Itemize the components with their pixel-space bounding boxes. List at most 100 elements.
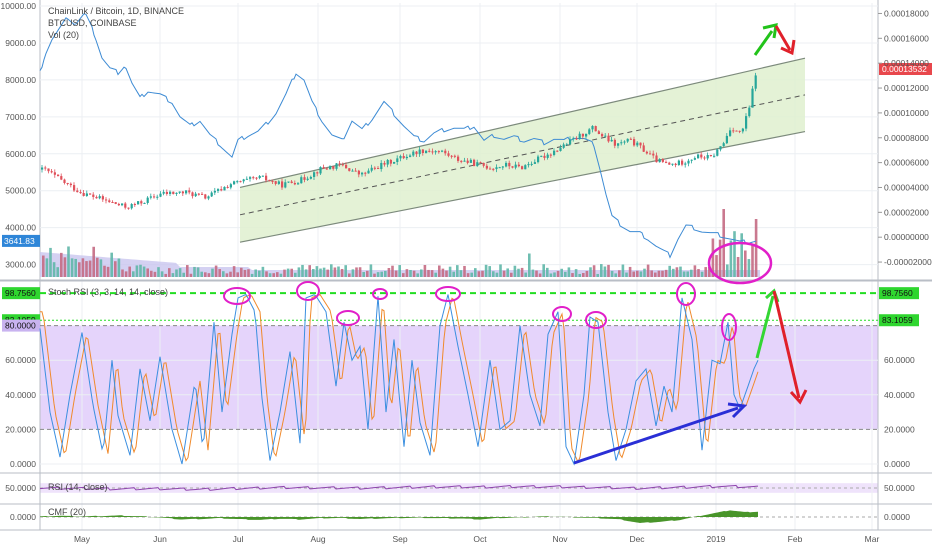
- volume-bar: [74, 258, 77, 277]
- volume-bar: [438, 265, 441, 277]
- x-axis-tick: Feb: [788, 534, 803, 544]
- candle-body: [450, 155, 453, 157]
- candle-body: [341, 164, 344, 166]
- candle-body: [748, 107, 751, 117]
- cmf-label: CMF (20): [48, 507, 86, 517]
- candle-body: [121, 203, 124, 206]
- stoch-left-tag: [2, 319, 40, 332]
- candle-body: [607, 135, 610, 142]
- volume-bar: [70, 258, 74, 277]
- volume-bar: [488, 266, 491, 277]
- stoch-left-tag-text: 98.7560: [5, 288, 36, 298]
- candle-body: [197, 193, 200, 195]
- candle-body: [220, 189, 223, 191]
- candle-body: [149, 196, 152, 198]
- candle-body: [713, 155, 716, 157]
- volume-bar: [448, 266, 452, 277]
- volume-bar: [452, 271, 455, 277]
- volume-bar: [279, 273, 283, 277]
- volume-bar: [466, 273, 470, 277]
- stoch-right-tick: 40.0000: [884, 390, 915, 400]
- candle-body: [722, 143, 725, 147]
- volume-bar: [643, 268, 646, 277]
- red-down-arrow-shaft: [774, 25, 792, 51]
- volume-bar: [92, 246, 95, 277]
- rsi-line: [39, 484, 759, 491]
- volume-bar: [535, 270, 538, 277]
- candle-body: [447, 153, 450, 156]
- volume-bar: [49, 247, 52, 277]
- rsi-right-tick: 50.0000: [884, 483, 915, 493]
- volume-bar: [441, 268, 445, 277]
- candle-body: [476, 162, 479, 166]
- candle-body: [457, 156, 460, 161]
- candle-body: [661, 159, 664, 162]
- volume-bar: [574, 269, 578, 277]
- volume-bar: [243, 269, 247, 277]
- stoch-right-tag-text: 98.7560: [882, 288, 913, 298]
- candle-body: [642, 145, 645, 152]
- candle-body: [105, 199, 108, 201]
- volume-bar: [387, 268, 391, 277]
- candle-body: [703, 157, 706, 159]
- candle-body: [671, 163, 674, 165]
- volume-bar: [686, 271, 689, 277]
- volume-bar: [542, 264, 545, 277]
- candle-body: [188, 190, 191, 193]
- volume-bar: [459, 270, 463, 277]
- right-axis-tick: 0.00012000: [884, 83, 929, 93]
- candle-body: [277, 181, 280, 184]
- candle-body: [469, 159, 472, 163]
- volume-bar: [528, 253, 531, 277]
- rsi-legend: RSI (14, close): [48, 482, 108, 492]
- candle-body: [245, 178, 248, 180]
- candle-body: [255, 177, 258, 179]
- volume-bar: [456, 265, 459, 277]
- candle-body: [380, 162, 383, 170]
- cmf-pane[interactable]: [40, 510, 878, 523]
- volume-bar: [434, 272, 437, 277]
- ascending-channel[interactable]: [239, 57, 806, 243]
- candle-body: [473, 159, 476, 166]
- candle-body: [204, 194, 207, 199]
- stoch-down-arrow-head: [789, 389, 808, 405]
- candle-body: [389, 159, 392, 164]
- candle-body: [498, 167, 501, 169]
- candle-body: [114, 202, 117, 204]
- volume-bar: [250, 273, 254, 277]
- volume-bar: [672, 268, 675, 277]
- candle-body: [565, 144, 568, 146]
- candle-body: [492, 168, 495, 170]
- candle-body: [729, 130, 732, 136]
- volume-bar: [340, 268, 344, 277]
- price-pane[interactable]: 0.00013532 3641.83: [2, 13, 932, 285]
- x-axis-tick: Sep: [392, 534, 407, 544]
- volume-bar: [42, 255, 45, 277]
- rsi-pane[interactable]: [39, 484, 878, 491]
- volume-bar: [178, 268, 182, 277]
- candle-body: [466, 160, 469, 163]
- volume-bar: [405, 269, 409, 277]
- candle-body: [226, 186, 229, 188]
- candle-body: [249, 177, 252, 179]
- candle-body: [348, 168, 351, 171]
- x-axis-tick: Nov: [552, 534, 568, 544]
- right-axis-tick: 0.00014000: [884, 58, 929, 68]
- volume-bar: [736, 256, 740, 277]
- candle-body: [172, 191, 175, 194]
- volume-bar: [186, 265, 189, 277]
- candle-body: [354, 170, 357, 172]
- volume-bar: [679, 266, 682, 277]
- right-axis-tick: 0.00002000: [884, 207, 929, 217]
- volume-bar: [481, 270, 484, 277]
- candle-body: [754, 75, 757, 89]
- candle-body: [306, 178, 309, 180]
- candle-body: [693, 158, 696, 160]
- left-axis-tick: 10000.00: [1, 1, 37, 11]
- volume-bar: [729, 240, 733, 277]
- left-axis-tick: 6000.00: [5, 149, 36, 159]
- candle-body: [543, 155, 546, 158]
- volume-bar: [103, 265, 106, 277]
